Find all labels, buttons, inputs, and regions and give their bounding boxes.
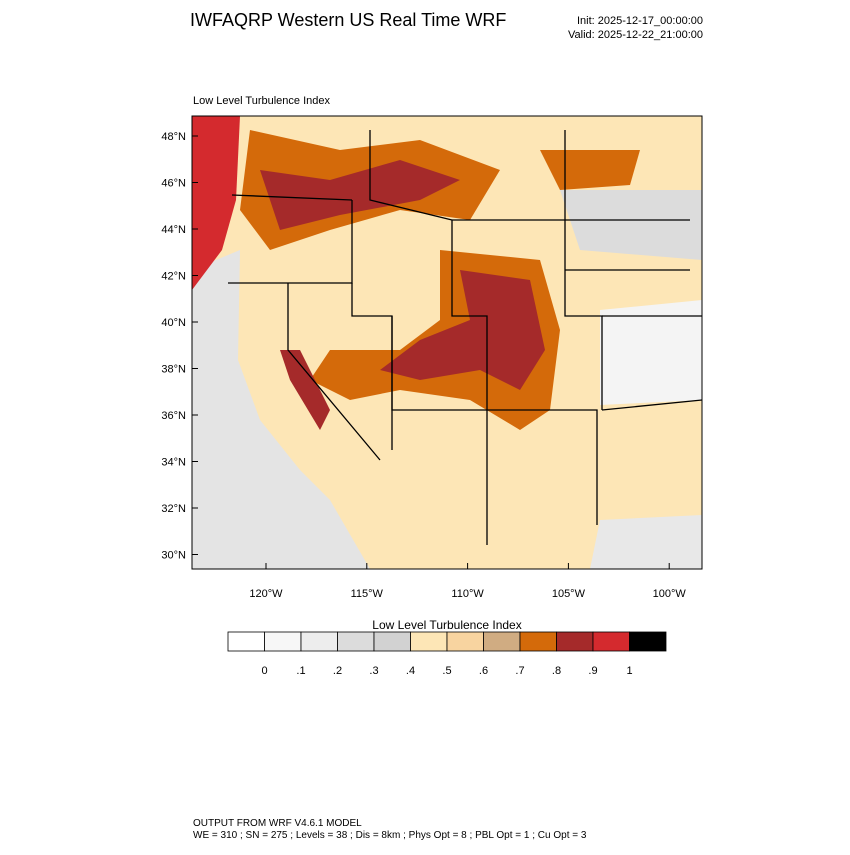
colorbar-label: .3 — [369, 665, 378, 677]
map — [191, 115, 703, 570]
colorbar-label: 0 — [261, 665, 267, 677]
texas-low — [590, 515, 702, 569]
footer-line: OUTPUT FROM WRF V4.6.1 MODEL — [193, 818, 362, 829]
rockies-red — [380, 270, 545, 390]
colorbar-box — [300, 631, 338, 652]
lon-label: 115°W — [351, 588, 384, 600]
lat-label: 36°N — [161, 410, 186, 422]
valid-time: Valid: 2025-12-22_21:00:00 — [568, 29, 703, 41]
colorbar-box — [264, 631, 302, 652]
plains-low — [600, 300, 702, 405]
lat-label: 46°N — [161, 178, 186, 190]
colorbar-box — [519, 631, 557, 652]
colorbar-box — [373, 631, 411, 652]
lon-label: 100°W — [653, 588, 687, 600]
lat-label: 40°N — [161, 317, 186, 329]
lat-label: 44°N — [161, 224, 186, 236]
colorbar-box — [556, 631, 594, 652]
colorbar-box — [227, 631, 265, 652]
colorbar-box — [483, 631, 521, 652]
lat-label: 42°N — [161, 271, 186, 283]
colorbar-box — [446, 631, 484, 652]
colorbar-label: .8 — [552, 665, 561, 677]
colorbar-label: .7 — [515, 665, 524, 677]
colorbar-label: .6 — [479, 665, 488, 677]
lat-label: 30°N — [161, 550, 186, 562]
title: IWFAQRP Western US Real Time WRF — [190, 10, 506, 30]
lon-label: 120°W — [249, 588, 283, 600]
lon-label: 105°W — [552, 588, 586, 600]
map-frame — [191, 115, 703, 570]
colorbar-box — [592, 631, 630, 652]
colorbar-label: .4 — [406, 665, 415, 677]
plains-low — [560, 190, 702, 260]
lat-label: 38°N — [161, 364, 186, 376]
lat-label: 32°N — [161, 503, 186, 515]
colorbar-label: .1 — [296, 665, 305, 677]
colorbar-label: .5 — [442, 665, 451, 677]
colorbar-label: .2 — [333, 665, 342, 677]
footer-line: WE = 310 ; SN = 275 ; Levels = 38 ; Dis … — [193, 830, 587, 841]
lon-label: 110°W — [451, 588, 484, 600]
colorbar-box — [410, 631, 448, 652]
colorbar-box — [629, 631, 667, 652]
nw-red — [260, 160, 460, 230]
ocean-field — [192, 250, 370, 569]
colorbar-label: 1 — [626, 665, 632, 677]
map-subtitle: Low Level Turbulence Index — [193, 95, 330, 107]
lat-label: 48°N — [161, 131, 186, 143]
colorbar-box — [337, 631, 375, 652]
init-time: Init: 2025-12-17_00:00:00 — [577, 15, 703, 27]
state-borders — [228, 130, 702, 545]
sierra-red — [280, 350, 330, 430]
colorbar-label: .9 — [588, 665, 597, 677]
lat-label: 34°N — [161, 457, 186, 469]
offshore-high — [192, 116, 240, 290]
colorbar-title: Low Level Turbulence Index — [372, 618, 521, 632]
